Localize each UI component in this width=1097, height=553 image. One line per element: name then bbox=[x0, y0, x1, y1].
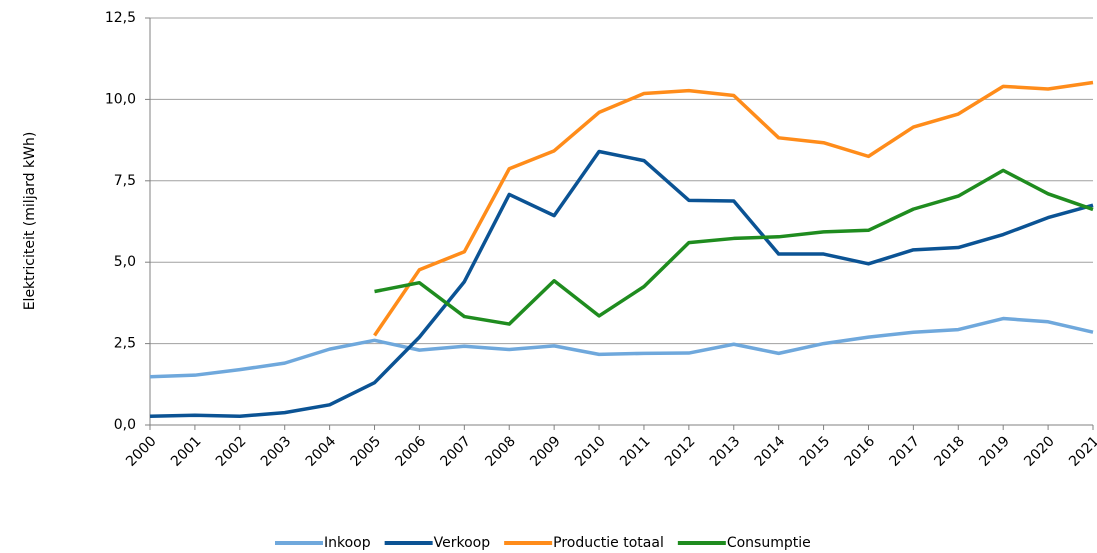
legend-label: Consumptie bbox=[727, 535, 811, 551]
x-tick-label: 2008 bbox=[482, 433, 519, 470]
x-tick-label: 2018 bbox=[931, 433, 968, 470]
x-tick-label: 2020 bbox=[1021, 433, 1058, 470]
y-tick-label: 7,5 bbox=[114, 173, 136, 189]
line bbox=[374, 168, 1094, 326]
x-tick-label: 2007 bbox=[437, 433, 474, 470]
x-tick-label: 2014 bbox=[752, 433, 789, 470]
x-tick-label: 2015 bbox=[797, 433, 834, 470]
x-tick-label: 2009 bbox=[527, 433, 564, 470]
x-tick-label: 2019 bbox=[976, 433, 1013, 470]
x-tick-label: 2004 bbox=[303, 433, 340, 470]
y-tick-label: 0,0 bbox=[114, 417, 136, 433]
y-tick-label: 10,0 bbox=[105, 91, 136, 107]
x-tick-label: 2005 bbox=[348, 433, 385, 470]
x-tick-label: 2013 bbox=[707, 433, 744, 470]
x-tick-label: 2006 bbox=[393, 433, 430, 470]
line bbox=[149, 316, 1094, 379]
line bbox=[373, 80, 1094, 337]
y-tick-label: 12,5 bbox=[105, 10, 136, 26]
x-tick-label: 2001 bbox=[168, 433, 205, 470]
x-tick-label: 2017 bbox=[887, 433, 924, 470]
legend-label: Verkoop bbox=[434, 535, 491, 551]
legend-label: Inkoop bbox=[324, 535, 371, 551]
line bbox=[149, 149, 1094, 418]
x-tick-label: 2011 bbox=[617, 433, 654, 470]
x-tick-label: 2012 bbox=[662, 433, 699, 470]
y-axis-label: Elektriciteit (miljard kWh) bbox=[22, 132, 38, 311]
y-tick-label: 2,5 bbox=[114, 336, 136, 352]
x-tick-label: 2003 bbox=[258, 433, 295, 470]
x-tick-label: 2021 bbox=[1066, 433, 1097, 470]
x-tick-label: 2016 bbox=[842, 433, 879, 470]
legend-label: Productie totaal bbox=[553, 535, 664, 551]
x-tick-label: 2010 bbox=[572, 433, 609, 470]
x-tick-label: 2000 bbox=[123, 433, 160, 470]
y-tick-label: 5,0 bbox=[114, 254, 136, 270]
x-tick-label: 2002 bbox=[213, 433, 250, 470]
